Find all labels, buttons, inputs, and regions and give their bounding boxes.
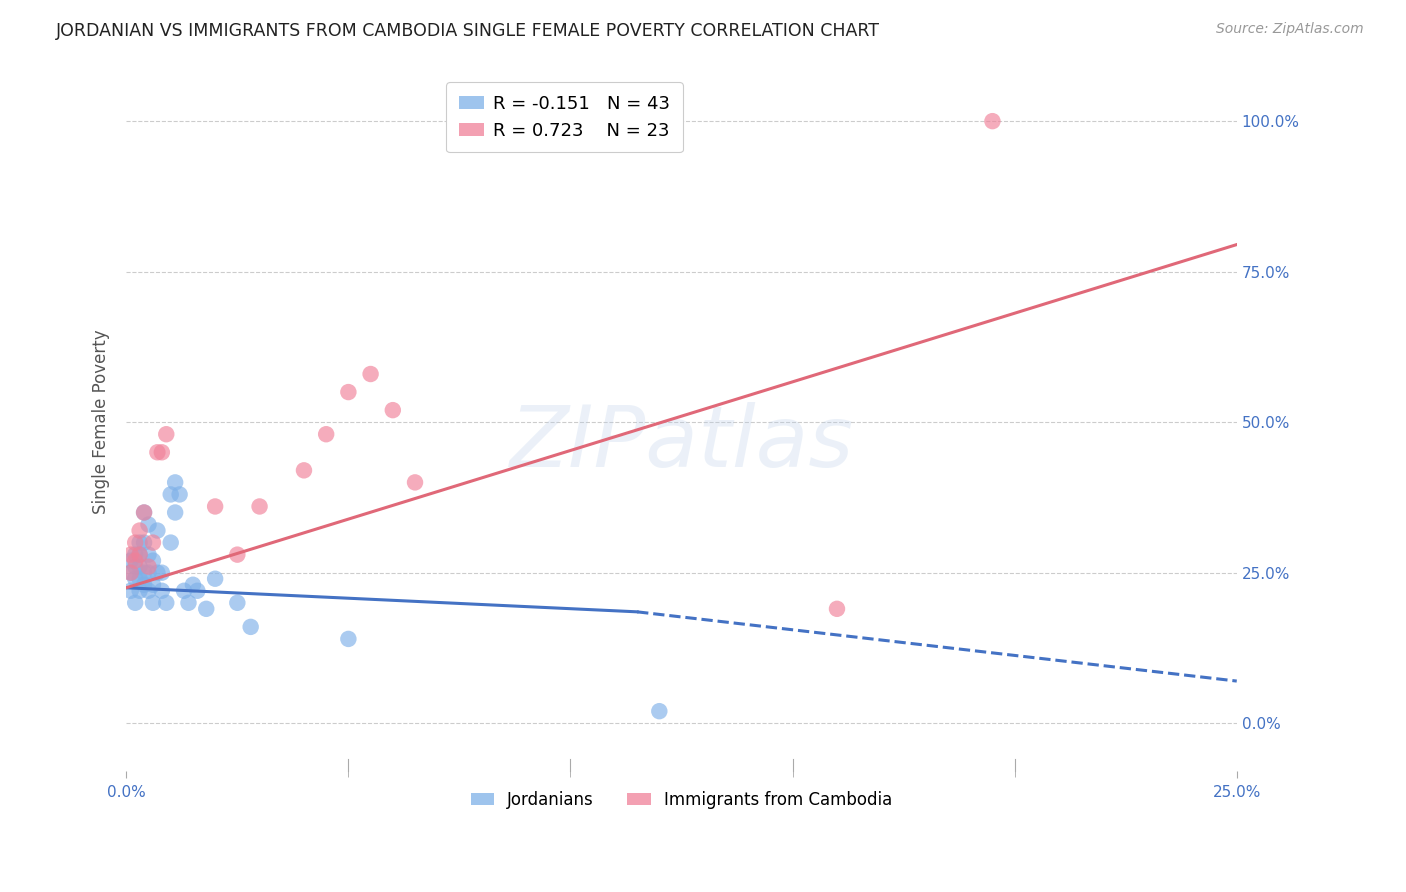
Point [226,596,249,610]
Point [155,596,177,610]
Point [173,583,195,598]
Point [159,487,181,501]
Point [315,427,337,442]
Point [128,535,150,549]
Point [132,506,155,520]
Point [292,463,315,477]
Point [138,559,160,574]
Point [150,566,173,580]
Point [142,578,165,592]
Point [381,403,404,417]
Y-axis label: Single Female Poverty: Single Female Poverty [93,330,110,515]
Point [124,559,146,574]
Point [249,500,271,514]
Point [146,566,169,580]
Point [138,583,160,598]
Point [120,548,142,562]
Point [120,554,142,568]
Point [128,559,150,574]
Point [981,114,1004,128]
Point [146,445,169,459]
Point [132,566,155,580]
Point [177,596,200,610]
Point [128,548,150,562]
Point [128,572,150,586]
Point [204,572,226,586]
Point [128,548,150,562]
Point [146,524,169,538]
Point [138,517,160,532]
Point [142,535,165,549]
Point [337,385,360,400]
Point [120,566,142,580]
Point [138,548,160,562]
Point [120,583,142,598]
Point [169,487,191,501]
Text: JORDANIAN VS IMMIGRANTS FROM CAMBODIA SINGLE FEMALE POVERTY CORRELATION CHART: JORDANIAN VS IMMIGRANTS FROM CAMBODIA SI… [56,22,880,40]
Point [138,566,160,580]
Point [124,596,146,610]
Point [165,475,187,490]
Point [132,535,155,549]
Point [404,475,426,490]
Point [155,427,177,442]
Point [181,578,204,592]
Point [124,554,146,568]
Legend: Jordanians, Immigrants from Cambodia: Jordanians, Immigrants from Cambodia [464,784,898,815]
Point [142,596,165,610]
Point [124,535,146,549]
Point [128,524,150,538]
Point [132,506,155,520]
Point [124,548,146,562]
Point [648,704,671,718]
Point [239,620,262,634]
Point [128,583,150,598]
Point [150,445,173,459]
Point [165,506,187,520]
Point [825,602,848,616]
Text: ZIPatlas: ZIPatlas [509,401,853,484]
Point [132,578,155,592]
Point [204,500,226,514]
Point [226,548,249,562]
Point [195,602,218,616]
Text: Source: ZipAtlas.com: Source: ZipAtlas.com [1216,22,1364,37]
Point [360,367,382,381]
Point [124,572,146,586]
Point [337,632,360,646]
Point [159,535,181,549]
Point [150,583,173,598]
Point [120,566,142,580]
Point [186,583,208,598]
Point [142,554,165,568]
